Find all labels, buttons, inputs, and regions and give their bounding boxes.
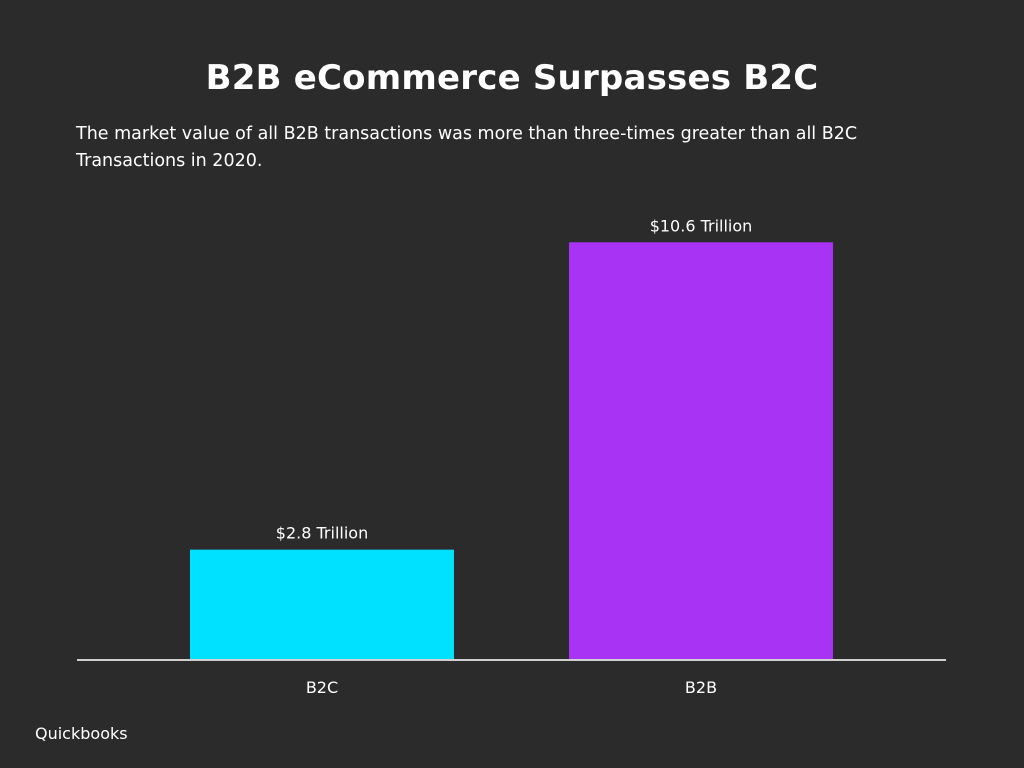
bar-b2b <box>569 242 833 660</box>
bar-b2c <box>190 549 454 660</box>
chart-title: B2B eCommerce Surpasses B2C <box>205 58 819 98</box>
source-label: Quickbooks <box>35 724 128 743</box>
data-label-b2b: $10.6 Trillion <box>650 216 753 235</box>
tick-label-b2b: B2B <box>685 678 717 697</box>
data-label-b2c: $2.8 Trillion <box>276 524 368 543</box>
tick-label-b2c: B2C <box>306 678 338 697</box>
chart-subtitle: The market value of all B2B transactions… <box>76 124 858 171</box>
